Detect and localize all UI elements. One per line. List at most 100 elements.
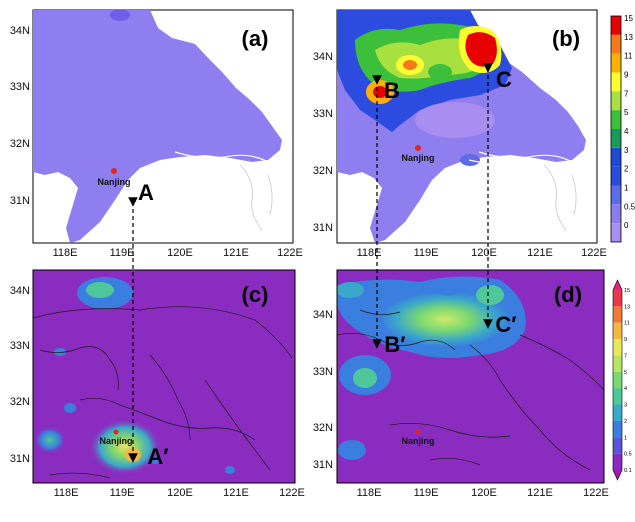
lon-tick: 121E xyxy=(527,247,553,259)
lat-tick: 34N xyxy=(10,285,30,297)
colorbar-model-swatch xyxy=(613,420,622,438)
lon-tick: 118E xyxy=(357,487,382,499)
lon-tick: 121E xyxy=(223,247,249,259)
colorbar-observed-swatch xyxy=(611,204,621,224)
colorbar-model-label: 3 xyxy=(624,403,627,409)
colorbar-model-swatch xyxy=(613,453,622,470)
lat-tick: 32N xyxy=(10,138,30,150)
colorbar-observed-label: 5 xyxy=(624,108,629,117)
lat-tick: 34N xyxy=(313,309,333,321)
colorbar-model-label: 0.5 xyxy=(624,452,632,458)
lon-tick: 119E xyxy=(110,487,135,499)
colorbar-model-swatch xyxy=(613,355,622,372)
yangtze-river-a xyxy=(164,151,286,191)
blob-d xyxy=(338,440,366,460)
lon-tick: 119E xyxy=(414,247,439,259)
colorbar-model-label: 7 xyxy=(624,353,627,359)
panel-a: (a) 34N 33N 32N 31N 118E 119E 120E 121E … xyxy=(10,9,303,259)
peak-b1-core xyxy=(403,60,417,70)
lon-tick: 121E xyxy=(527,487,553,499)
band-d-inner xyxy=(379,291,510,348)
colorbar-model-swatch xyxy=(613,470,622,480)
model-background-c xyxy=(33,270,295,483)
lat-ticks-c: 34N 33N 32N 31N xyxy=(10,285,30,465)
blob-a1 xyxy=(110,10,130,21)
lat-tick: 31N xyxy=(10,453,30,465)
lon-tick: 120E xyxy=(167,247,193,259)
colorbar-observed-swatch xyxy=(611,16,621,35)
lon-tick: 122E xyxy=(581,247,607,259)
point-b-label: B xyxy=(384,78,400,103)
colorbar-observed-swatch xyxy=(611,166,621,186)
colorbar-observed-swatch xyxy=(611,72,621,92)
colorbar-observed-label: 9 xyxy=(624,71,629,80)
lat-ticks-b: 34N 33N 32N 31N xyxy=(313,51,333,234)
colorbar-model-label: 9 xyxy=(624,337,627,343)
lat-ticks-a: 34N 33N 32N 31N xyxy=(10,25,30,207)
point-a-label: A xyxy=(138,180,154,205)
colorbar-observed-label: 13 xyxy=(624,33,633,42)
colorbar-observed-swatch xyxy=(611,110,621,129)
nanjing-label-c: Nanjing xyxy=(100,436,133,446)
jiangsu-region-a xyxy=(33,10,282,243)
colorbar-observed-label: 4 xyxy=(624,127,629,136)
lon-ticks-b: 118E 119E 120E 121E 122E xyxy=(357,247,607,259)
panel-a-label: (a) xyxy=(242,26,269,51)
colorbar-model-label: 0.1 xyxy=(624,468,632,474)
lat-tick: 34N xyxy=(313,51,333,63)
panel-d-label: (d) xyxy=(554,282,582,307)
lat-tick: 34N xyxy=(10,25,30,37)
lat-tick: 32N xyxy=(313,422,333,434)
colorbar-observed-swatch xyxy=(611,129,621,148)
lon-tick: 119E xyxy=(414,487,439,499)
colorbar-observed-label: 0 xyxy=(624,221,629,230)
panel-c-frame xyxy=(32,269,296,484)
lon-tick: 122E xyxy=(583,487,609,499)
nanjing-marker-d xyxy=(415,429,421,435)
colorbar-model-swatch xyxy=(613,371,622,389)
colorbar-model-label: 4 xyxy=(624,386,627,392)
colorbar-observed-label: 15 xyxy=(624,14,633,23)
lat-tick: 32N xyxy=(313,165,333,177)
colorbar-model-swatch xyxy=(613,306,622,323)
lon-ticks-a: 118E 119E 120E 121E 122E xyxy=(53,247,303,259)
colorbar-observed-label: 3 xyxy=(624,146,629,155)
lon-ticks-d: 118E 119E 120E 121E 122E xyxy=(357,487,609,499)
panel-d-frame xyxy=(336,269,605,484)
colorbar-model-label: 11 xyxy=(624,321,630,327)
band-mid xyxy=(428,64,452,80)
lon-tick: 120E xyxy=(471,247,497,259)
lon-tick: 120E xyxy=(167,487,193,499)
lon-tick: 119E xyxy=(110,247,135,259)
river-c xyxy=(49,398,256,479)
colorbar-observed-label: 0.5 xyxy=(624,202,635,211)
blob-c xyxy=(225,466,235,474)
blob-c-left xyxy=(34,426,66,454)
lat-ticks-d: 34N 33N 32N 31N xyxy=(313,309,333,471)
colorbar-observed-swatch xyxy=(611,34,621,54)
lon-ticks-c: 118E 119E 120E 121E 122E xyxy=(54,487,305,499)
lat-tick: 33N xyxy=(10,81,30,93)
colorbar-model-label: 2 xyxy=(624,419,627,425)
lat-tick: 33N xyxy=(313,108,333,120)
nanjing-marker-c xyxy=(113,429,119,435)
point-c-label: C xyxy=(496,67,512,92)
colorbar-model-swatch xyxy=(613,290,622,307)
panel-c-label: (c) xyxy=(242,282,269,307)
band-d-spot xyxy=(476,285,504,305)
nanjing-marker-a xyxy=(111,168,117,174)
lat-tick: 31N xyxy=(313,459,333,471)
panel-b-label: (b) xyxy=(552,26,580,51)
nanjing-label-b: Nanjing xyxy=(402,153,435,163)
lon-tick: 121E xyxy=(223,487,249,499)
colorbar-observed-label: 7 xyxy=(624,89,629,98)
lat-tick: 31N xyxy=(10,195,30,207)
colorbar-model-label: 15 xyxy=(624,288,630,294)
colorbar-observed-label: 1 xyxy=(624,184,629,193)
point-c-prime-label: C′ xyxy=(495,312,516,337)
panel-b: (b) 34N 33N 32N 31N 118E 119E 120E 121E … xyxy=(313,9,607,259)
colorbar-model-swatch xyxy=(613,388,622,405)
colorbar-model-label: 1 xyxy=(624,435,627,441)
blob-d xyxy=(337,282,364,298)
lon-tick: 122E xyxy=(277,247,303,259)
